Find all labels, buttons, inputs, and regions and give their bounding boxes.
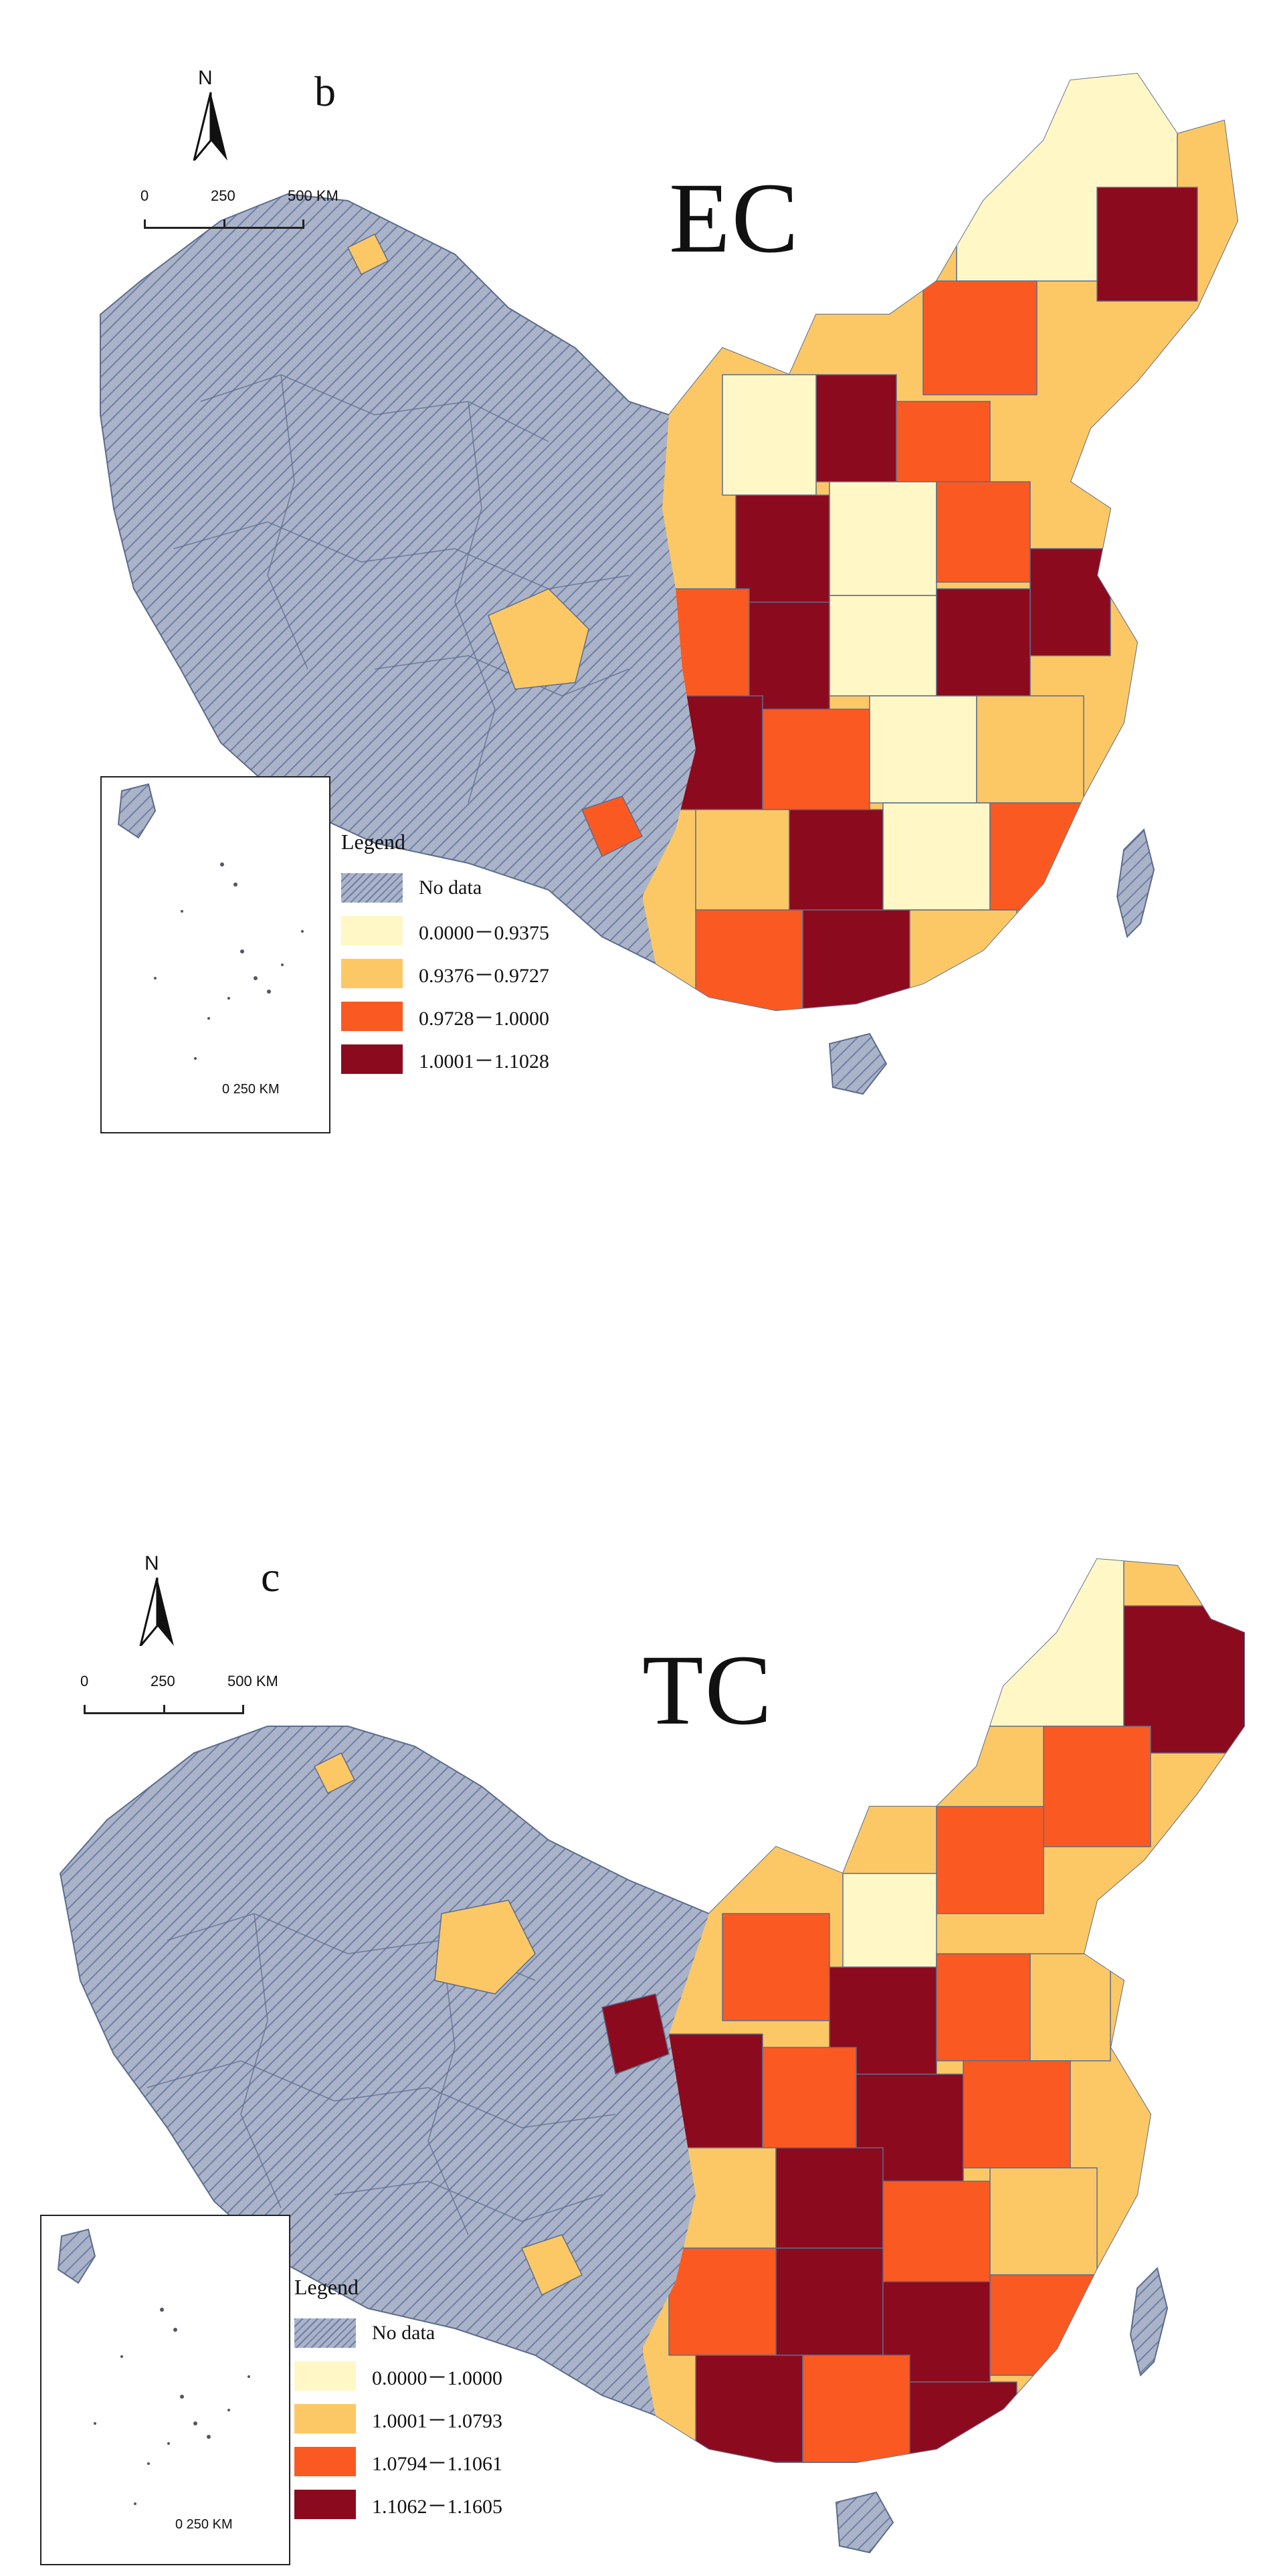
legend-label: 0.9728－1.0000	[419, 1008, 549, 1030]
legend-swatch	[341, 873, 403, 903]
legend-label: 0.9376－0.9727	[419, 965, 549, 987]
scale-mid-tick	[163, 1705, 165, 1714]
legend-swatch	[341, 1002, 403, 1031]
legend-item-class2: 0.9376－0.9727	[341, 952, 549, 995]
inset-map	[57, 2228, 250, 2505]
legend-item-no-data: No data	[341, 866, 549, 909]
north-arrow: N	[134, 1552, 181, 1647]
legend-title: Legend	[341, 830, 405, 854]
legend: Legend No data 0.0000－0.9375 0.9376－0.97…	[341, 830, 549, 1081]
scale-label-250: 250	[151, 1673, 175, 1689]
legend-item-class3: 1.0794－1.1061	[294, 2440, 502, 2483]
panel-title: TC	[642, 1635, 773, 1746]
map-panel-ec: b EC N 0 250 500 KM 0 250 KM Legend	[0, 0, 1275, 1178]
scale-bar: 0 250 500 KM	[137, 187, 338, 248]
scale-mid-tick	[223, 219, 225, 229]
legend: Legend No data 0.0000－1.0000 1.0001－1.07…	[294, 2275, 502, 2526]
scale-label-0: 0	[80, 1673, 89, 1689]
legend-label: 0.0000－0.9375	[419, 922, 549, 944]
north-label: N	[198, 67, 213, 89]
legend-label: 0.0000－1.0000	[372, 2367, 502, 2389]
legend-label: 1.0794－1.1061	[372, 2453, 502, 2475]
north-label: N	[144, 1552, 159, 1574]
province-boundaries	[173, 374, 629, 804]
north-arrow: N	[187, 67, 234, 161]
legend-swatch	[341, 916, 403, 945]
legend-label: 1.0001－1.1028	[419, 1050, 549, 1073]
taiwan-island	[1129, 2267, 1169, 2377]
scale-label-500: 500 KM	[227, 1673, 278, 1689]
legend-item-no-data: No data	[294, 2312, 502, 2355]
legend-item-class2: 1.0001－1.0793	[294, 2397, 502, 2440]
legend-label: 1.0001－1.0793	[372, 2410, 502, 2432]
china-choropleth-map	[100, 72, 1239, 1095]
legend-swatch	[341, 959, 403, 988]
legend-swatch	[341, 1044, 403, 1074]
inset-scale-label: 0 250 KM	[222, 1082, 280, 1097]
north-arrow-icon	[193, 92, 227, 161]
legend-label: 1.1062－1.1605	[372, 2496, 502, 2518]
scale-bar: 0 250 500 KM	[77, 1673, 278, 1733]
inset-scale-label: 0 250 KM	[175, 2517, 233, 2532]
legend-label: No data	[419, 877, 482, 899]
legend-swatch	[294, 2447, 356, 2476]
panel-label: b	[314, 68, 336, 115]
legend-item-class3: 0.9728－1.0000	[341, 995, 549, 1038]
map-panel-tc: c TC N 0 250 500 KM 0 250 KM Legend	[0, 1526, 1275, 2569]
legend-swatch	[294, 2318, 356, 2348]
scale-label-500: 500 KM	[288, 187, 338, 204]
scale-label-0: 0	[140, 187, 149, 204]
legend-label: No data	[372, 2322, 435, 2344]
legend-item-class1: 0.0000－1.0000	[294, 2355, 502, 2397]
taiwan-island	[1116, 828, 1155, 938]
scale-label-250: 250	[211, 187, 235, 204]
legend-item-class4: 1.0001－1.1028	[341, 1038, 549, 1081]
legend-swatch	[294, 2361, 356, 2391]
inset-islands	[154, 862, 304, 1060]
panel-title: EC	[669, 163, 800, 274]
south-china-sea-inset: 0 250 KM	[40, 2215, 290, 2565]
legend-item-class1: 0.0000－0.9375	[341, 909, 549, 952]
china-choropleth-map	[59, 1558, 1245, 2554]
legend-title: Legend	[294, 2275, 359, 2299]
legend-swatch	[294, 2404, 356, 2433]
legend-swatch	[294, 2490, 356, 2519]
panel-label: c	[261, 1553, 280, 1600]
hainan-island	[828, 1032, 888, 1095]
hainan-island	[835, 2491, 894, 2554]
inset-map	[117, 783, 304, 1060]
inset-islands	[94, 2308, 250, 2505]
south-china-sea-inset: 0 250 KM	[100, 776, 330, 1133]
legend-item-class4: 1.1062－1.1605	[294, 2483, 502, 2526]
north-arrow-icon	[139, 1577, 174, 1647]
